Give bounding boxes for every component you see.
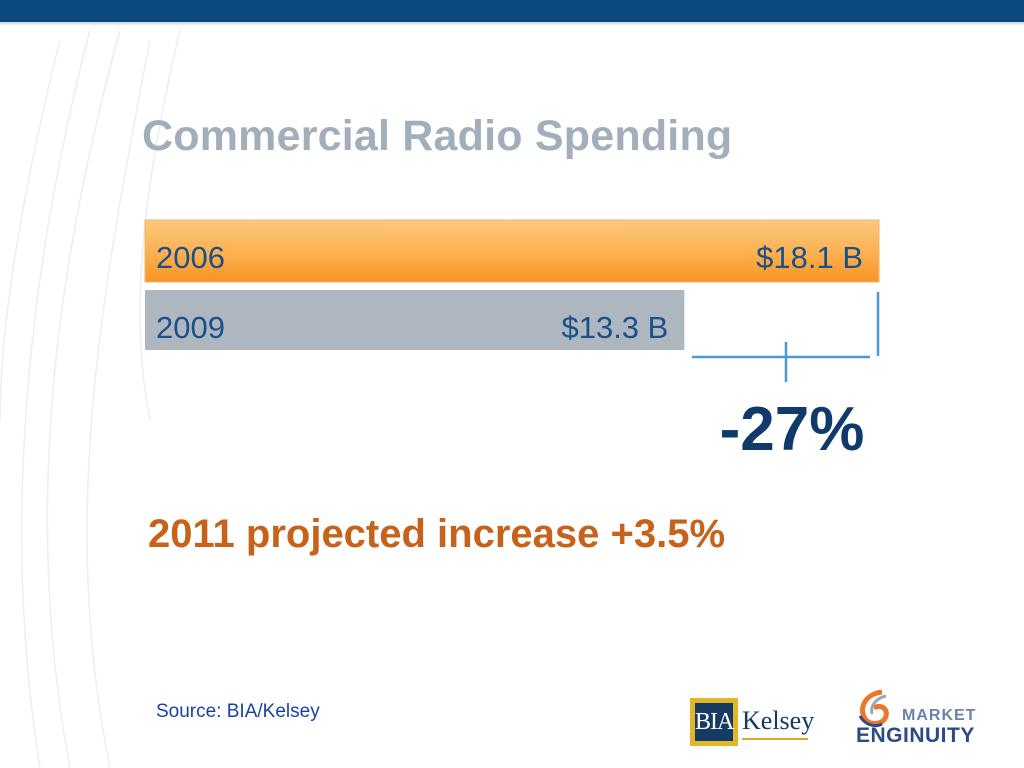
header-bar: [0, 0, 1024, 22]
kelsey-logo-text: Kelsey: [742, 706, 815, 735]
difference-bracket: [692, 292, 880, 382]
bar-category-label-2006: 2006: [156, 240, 225, 275]
kelsey-logo-underline: [742, 738, 808, 740]
bar-2006: [144, 219, 880, 283]
source-note: Source: BIA/Kelsey: [156, 701, 320, 722]
bar-value-label-2006: $18.1 B: [756, 240, 863, 275]
market-logo-text: MARKET: [902, 707, 977, 724]
slide-title: Commercial Radio Spending: [142, 112, 733, 160]
bar-2009: [145, 290, 685, 350]
header-bar-shadow: [0, 22, 1024, 26]
market-enginuity-logo: MARKET ENGINUITY: [852, 688, 996, 748]
bia-logo-frame: BIA: [690, 698, 738, 746]
change-percent-label: -27%: [720, 395, 865, 464]
enginuity-swirl-icon: [858, 689, 889, 728]
enginuity-logo-text: ENGINUITY: [856, 724, 975, 747]
bar-value-label-2009: $13.3 B: [561, 310, 668, 345]
bia-logo-mark: BIA: [695, 703, 734, 741]
projection-text: 2011 projected increase +3.5%: [148, 512, 726, 556]
bia-kelsey-logo: BIA Kelsey: [690, 698, 814, 746]
bar-category-label-2009: 2009: [156, 310, 225, 345]
